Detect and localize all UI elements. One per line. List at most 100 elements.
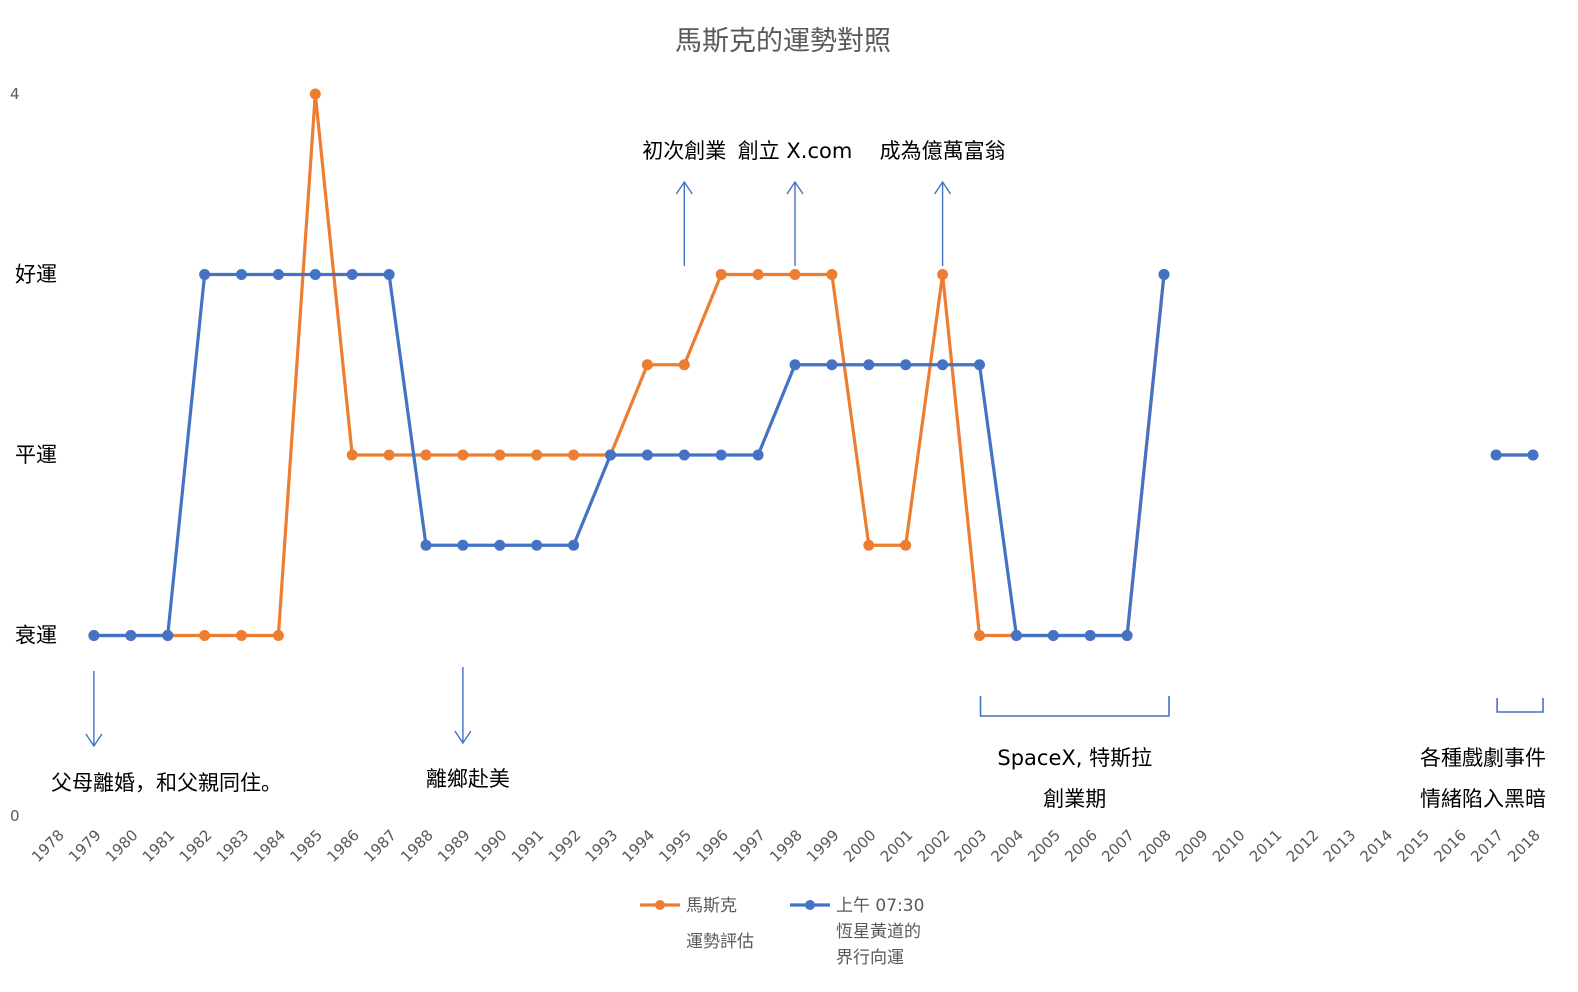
x-tick-label: 2000 [840, 826, 880, 866]
arrow-head [85, 733, 103, 748]
data-point [863, 539, 875, 551]
arrow-head [786, 180, 804, 195]
x-tick-label: 2015 [1393, 826, 1433, 866]
data-point [678, 359, 690, 371]
annotation-label: 離鄉赴美 [426, 767, 510, 791]
x-tick-label: 2007 [1098, 826, 1138, 866]
data-point [383, 449, 395, 461]
annotation-label: 成為億萬富翁 [880, 139, 1006, 163]
data-point [531, 449, 543, 461]
data-point [309, 88, 321, 100]
y-tick-label: 好運 [15, 263, 57, 287]
series-sidereal-transit [88, 269, 1539, 641]
data-point [641, 359, 653, 371]
x-tick-label: 1980 [102, 826, 142, 866]
x-tick-label: 1998 [766, 826, 806, 866]
data-point [383, 269, 395, 280]
data-point [346, 269, 358, 280]
legend-label: 運勢評估 [686, 932, 754, 952]
x-tick-label: 1991 [508, 826, 548, 866]
x-tick-label: 1993 [582, 826, 622, 866]
x-tick-label: 2002 [914, 826, 954, 866]
data-point [199, 269, 211, 280]
y-tick-label: 平運 [15, 443, 57, 467]
legend-swatch-marker [805, 900, 815, 910]
x-tick-label: 2009 [1172, 826, 1212, 866]
data-point [826, 269, 838, 280]
x-tick-label: 1982 [176, 826, 216, 866]
data-point [678, 449, 690, 461]
x-tick-label: 1983 [213, 826, 253, 866]
data-point [272, 630, 284, 641]
x-tick-label: 2006 [1061, 826, 1101, 866]
x-tick-label: 1994 [618, 826, 658, 866]
data-point [457, 539, 469, 551]
annotation-label: 父母離婚，和父親同住。 [51, 771, 282, 795]
legend-label: 恆星黃道的 [836, 922, 921, 942]
up-arrow-annotation: 初次創業 [642, 139, 726, 266]
annotation-label: 創立 X.com [738, 139, 853, 163]
data-point [752, 269, 764, 280]
data-point [789, 269, 801, 280]
y-tick-label: 衰運 [15, 624, 57, 648]
x-tick-label: 1978 [28, 826, 68, 866]
arrow-head [675, 180, 693, 195]
x-tick-label: 2005 [1024, 826, 1064, 866]
x-tick-label: 1986 [323, 826, 363, 866]
x-tick-label: 2012 [1283, 826, 1323, 866]
annotation-label: 初次創業 [642, 139, 726, 163]
x-tick-label: 2013 [1320, 826, 1360, 866]
arrow-head [934, 180, 952, 195]
bracket-line [979, 696, 1170, 717]
data-point [752, 449, 764, 461]
data-point [125, 630, 137, 641]
data-point [420, 539, 432, 551]
x-tick-label: 1988 [397, 826, 437, 866]
series-group [88, 88, 1539, 641]
x-tick-label: 1979 [65, 826, 105, 866]
annotation-label: 情緒陷入黑暗 [1420, 787, 1546, 811]
x-axis-labels: 1978197919801981198219831984198519861987… [28, 826, 1544, 866]
legend-label: 上午 07:30 [836, 896, 924, 916]
series-line [93, 92, 1166, 638]
data-point [531, 539, 543, 551]
x-tick-label: 2004 [987, 826, 1027, 866]
x-tick-label: 2014 [1356, 826, 1396, 866]
bracket-line [1496, 698, 1544, 713]
x-tick-label: 2008 [1135, 826, 1175, 866]
x-tick-label: 1985 [286, 826, 326, 866]
data-point [1121, 630, 1133, 641]
down-arrow-annotation: 離鄉赴美 [426, 667, 510, 791]
data-point [420, 449, 432, 461]
legend-swatch-marker [655, 900, 665, 910]
data-point [1010, 630, 1022, 641]
data-point [236, 269, 247, 280]
legend-label: 馬斯克 [686, 896, 737, 916]
data-point [1047, 630, 1059, 641]
x-tick-label: 1989 [434, 826, 474, 866]
x-tick-label: 2018 [1504, 826, 1544, 866]
series-line [93, 272, 1166, 638]
data-point [863, 359, 875, 371]
x-tick-label: 2016 [1430, 826, 1470, 866]
x-tick-label: 1990 [471, 826, 511, 866]
annotation-label: 創業期 [1043, 787, 1106, 811]
data-point [494, 449, 506, 461]
x-tick-label: 1981 [139, 826, 179, 866]
data-point [937, 269, 949, 280]
y-axis-labels: 0 衰運 平運 好運 4 [10, 85, 57, 825]
down-arrow-annotation: 父母離婚，和父親同住。 [51, 671, 282, 795]
data-point [494, 539, 506, 551]
y-tick-label: 4 [10, 85, 20, 103]
annotation-label: 各種戲劇事件 [1420, 746, 1546, 770]
x-tick-label: 1996 [692, 826, 732, 866]
data-point [1527, 449, 1539, 461]
chart-title: 馬斯克的運勢對照 [675, 26, 891, 57]
